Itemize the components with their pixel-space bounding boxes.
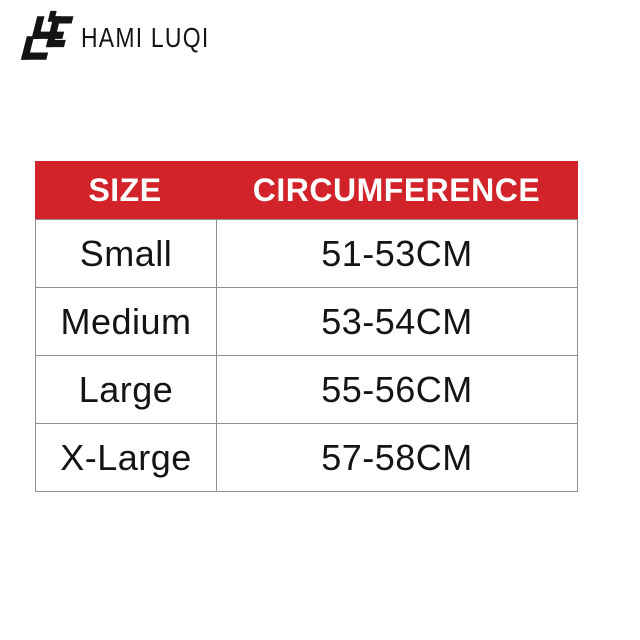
size-cell: Medium xyxy=(36,288,217,355)
size-cell: Small xyxy=(36,220,217,287)
size-cell: X-Large xyxy=(36,424,217,491)
column-header-size: SIZE xyxy=(88,171,162,208)
column-header-circumference: CIRCUMFERENCE xyxy=(252,171,541,208)
brand-name: HAMI LUQI xyxy=(81,22,210,53)
circumference-cell: 55-56CM xyxy=(321,368,473,410)
hle-monogram-logo-icon xyxy=(20,10,74,60)
table-row-small: Small 51-53CM xyxy=(36,220,577,287)
size-cell: Large xyxy=(36,356,217,423)
brand-header: HAMI LUQI xyxy=(20,8,238,68)
circumference-cell: 53-54CM xyxy=(321,300,473,342)
circumference-cell: 51-53CM xyxy=(321,232,473,274)
table-row-x-large: X-Large 57-58CM xyxy=(36,423,577,491)
table-row-large: Large 55-56CM xyxy=(36,355,577,423)
table-row-medium: Medium 53-54CM xyxy=(36,287,577,355)
table-header-row: SIZE CIRCUMFERENCE xyxy=(35,161,578,219)
size-chart-table: SIZE CIRCUMFERENCE Small 51-53CM Medium … xyxy=(35,161,578,492)
table-body: Small 51-53CM Medium 53-54CM Large 55-56… xyxy=(35,219,578,492)
circumference-cell: 57-58CM xyxy=(321,436,473,478)
